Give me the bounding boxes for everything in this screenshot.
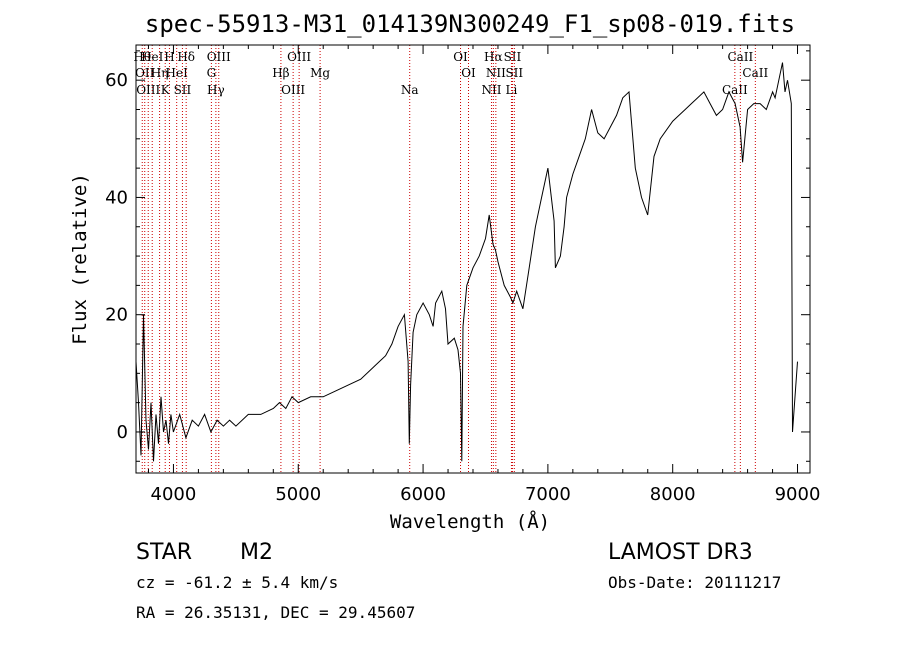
x-tick-label: 7000: [525, 484, 571, 505]
line-marker-label: Hβ: [272, 66, 289, 80]
line-marker-label: H: [164, 50, 174, 64]
line-marker-label: G: [207, 66, 217, 80]
x-tick-label: 6000: [400, 484, 446, 505]
line-marker-label: Hη: [151, 66, 169, 80]
redshift-readout: cz = -61.2 ± 5.4 km/s: [136, 573, 338, 592]
coordinates: RA = 26.35131, DEC = 29.45607: [136, 603, 415, 622]
line-marker-label: OIII: [207, 50, 231, 64]
y-axis-label: Flux (relative): [69, 173, 91, 345]
x-axis-label: Wavelength (Å): [390, 510, 550, 533]
line-marker-label: HeI: [141, 50, 164, 64]
line-marker-label: Mg: [310, 66, 330, 80]
line-marker-label: SII: [505, 66, 523, 80]
line-marker-label: Li: [506, 83, 518, 97]
line-marker-label: OII: [135, 66, 155, 80]
x-tick-label: 5000: [275, 484, 321, 505]
object-class: STAR: [136, 540, 192, 565]
line-marker-label: OI: [461, 66, 476, 80]
line-marker-label: Hθ: [133, 50, 151, 64]
object-subclass: M2: [240, 540, 273, 565]
y-tick-label: 20: [105, 305, 128, 326]
y-tick-label: 60: [105, 70, 128, 91]
obs-date: Obs-Date: 20111217: [608, 573, 781, 592]
line-marker-label: HeI: [166, 66, 189, 80]
y-tick-label: 0: [117, 422, 128, 443]
line-marker-label: K: [161, 83, 171, 97]
line-marker-label: NII: [481, 83, 501, 97]
x-tick-label: 8000: [650, 484, 696, 505]
survey-name: LAMOST DR3: [608, 540, 753, 565]
line-marker-label: OIII: [287, 50, 311, 64]
line-marker-label: Hγ: [207, 83, 225, 97]
line-marker-label: Hδ: [177, 50, 195, 64]
line-marker-label: SII: [504, 50, 522, 64]
line-marker-label: CaII: [722, 83, 748, 97]
spectral-line-markers: HθOIIOIIIHeIHηKHHeISIIHδGHγOIIIHβOIIIOII…: [133, 45, 768, 473]
line-marker-label: NII: [486, 66, 506, 80]
y-tick-label: 40: [105, 187, 128, 208]
line-marker-label: CaII: [727, 50, 753, 64]
line-marker-label: OI: [453, 50, 468, 64]
chart-title: spec-55913-M31_014139N300249_F1_sp08-019…: [145, 10, 795, 38]
x-tick-label: 9000: [775, 484, 821, 505]
line-marker-label: Hα: [484, 50, 503, 64]
spectrum-line: [135, 62, 798, 462]
line-marker-label: OIII: [281, 83, 305, 97]
line-marker-label: CaII: [742, 66, 768, 80]
x-axis: 4000 5000 6000 7000 8000 9000: [147, 45, 821, 505]
line-marker-label: Na: [401, 83, 419, 97]
y-axis: 0 20 40 60: [105, 50, 810, 462]
line-marker-label: SII: [174, 83, 192, 97]
x-tick-label: 4000: [151, 484, 197, 505]
plot-frame: [135, 44, 811, 474]
line-marker-label: OIII: [136, 83, 160, 97]
